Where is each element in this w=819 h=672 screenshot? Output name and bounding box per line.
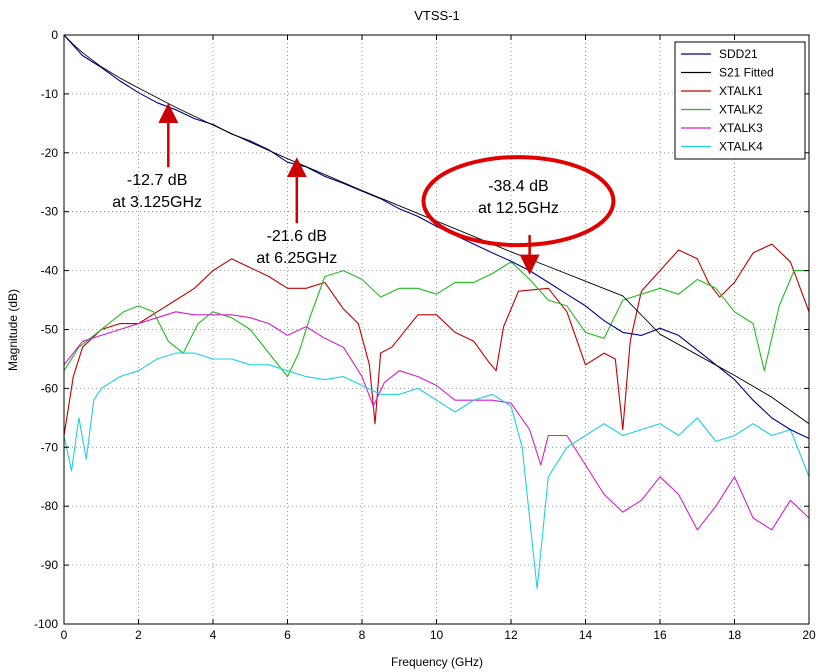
annotation-text: at 12.5GHz [478, 200, 559, 217]
y-tick-label: -90 [41, 558, 59, 572]
series-lines [64, 35, 809, 590]
x-axis-title: Frequency (GHz) [391, 655, 483, 669]
x-tick-label: 10 [430, 628, 444, 642]
y-tick-label: -60 [41, 381, 59, 395]
x-tick-label: 16 [653, 628, 667, 642]
annotations: -12.7 dB at 3.125GHz -21.6 dB at 6.25GHz -38… [112, 103, 616, 275]
y-tick-label: -30 [41, 205, 59, 219]
series-line-xtalk3 [64, 311, 809, 531]
x-tick-label: 4 [210, 628, 217, 642]
y-axis-title: Magnitude (dB) [6, 289, 20, 371]
x-tick-label: 18 [728, 628, 742, 642]
x-tick-label: 14 [579, 628, 593, 642]
y-tick-label: -50 [41, 323, 59, 337]
chart-title: VTSS-1 [414, 8, 460, 23]
series-line-xtalk2 [64, 261, 809, 378]
y-tick-label: -100 [34, 617, 58, 631]
series-line-s21-fitted [64, 35, 809, 425]
x-tick-label: 8 [359, 628, 366, 642]
x-tick-label: 0 [61, 628, 68, 642]
annotation-text: at 3.125GHz [112, 194, 202, 211]
y-tick-label: -80 [41, 499, 59, 513]
legend: SDD21 S21 Fitted XTALK1 XTALK2 XTALK3 XTALK4 [674, 41, 806, 160]
legend-box [674, 41, 806, 160]
legend-label: XTALK1 [719, 84, 763, 98]
y-tick-label: 0 [51, 28, 58, 42]
x-tick-label: 20 [802, 628, 816, 642]
x-tick-label: 12 [504, 628, 518, 642]
annotation-text: -38.4 dB [488, 178, 548, 195]
legend-label: XTALK3 [719, 121, 763, 135]
y-tick-label: -70 [41, 440, 59, 454]
series-line-xtalk1 [64, 243, 809, 436]
series-line-sdd21 [64, 35, 809, 439]
legend-label: XTALK2 [719, 103, 763, 117]
y-tick-label: -40 [41, 264, 59, 278]
annotation-text: -21.6 dB [267, 228, 327, 245]
x-tick-label: 2 [135, 628, 142, 642]
annotation-text: at 6.25GHz [256, 250, 337, 267]
legend-label: SDD21 [719, 47, 758, 61]
axis-ticks: 0 2 4 6 8 10 12 14 16 18 20 0 -10 -20 -30 -40 -50 -60 -70 -… [34, 28, 816, 642]
series-line-xtalk4 [64, 352, 809, 590]
annotation-text: -12.7 dB [127, 172, 187, 189]
y-tick-label: -20 [41, 146, 59, 160]
legend-label: S21 Fitted [719, 66, 774, 80]
legend-label: XTALK4 [719, 140, 763, 154]
x-tick-label: 6 [284, 628, 291, 642]
highlight-ellipse [421, 155, 616, 248]
y-tick-label: -10 [41, 87, 59, 101]
